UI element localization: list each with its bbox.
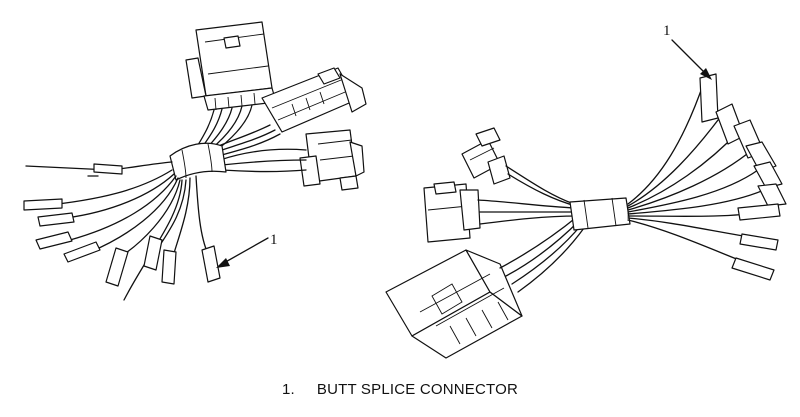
right-callout-label: 1 [663, 23, 671, 39]
left-mid-wires [213, 124, 281, 157]
right-callout: 1 [663, 23, 712, 80]
caption-number: 1. [281, 381, 295, 398]
caption-text: BUTT SPLICE CONNECTOR [316, 381, 519, 398]
left-long-wire [25, 161, 173, 175]
left-callout: 1 [216, 232, 278, 268]
right-mid-connector [423, 181, 481, 243]
right-harness: 1 [385, 23, 787, 359]
left-top-connector [185, 21, 277, 111]
left-small-connector [299, 129, 365, 191]
left-sleeve [169, 142, 227, 181]
left-splice-wires [23, 169, 221, 301]
figure-caption: 1. BUTT SPLICE CONNECTOR [0, 381, 800, 398]
right-big-wires [499, 215, 585, 293]
right-small-wires [505, 165, 577, 207]
left-small-wires [219, 148, 307, 173]
left-harness: 1 [23, 21, 367, 301]
left-mid-connector [261, 67, 367, 133]
right-big-connector [385, 249, 523, 359]
right-splice-wires [627, 73, 787, 281]
left-callout-label: 1 [270, 232, 278, 248]
right-mid-wires [477, 199, 579, 225]
right-small-connector [461, 127, 511, 185]
right-sleeve [569, 197, 631, 231]
